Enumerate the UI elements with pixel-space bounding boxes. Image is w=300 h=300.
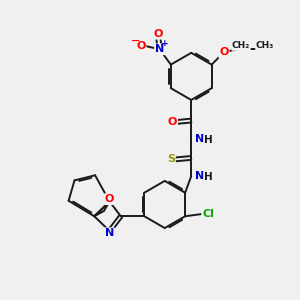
Text: N: N bbox=[195, 171, 204, 181]
Text: +: + bbox=[161, 40, 169, 49]
Text: S: S bbox=[167, 154, 175, 164]
Text: −: − bbox=[131, 35, 140, 46]
Text: N: N bbox=[155, 44, 164, 54]
Text: H: H bbox=[204, 135, 213, 145]
Text: O: O bbox=[154, 29, 163, 39]
Text: N: N bbox=[195, 134, 204, 144]
Text: O: O bbox=[136, 41, 146, 51]
Text: H: H bbox=[204, 172, 213, 182]
Text: O: O bbox=[219, 47, 229, 57]
Text: N: N bbox=[105, 228, 114, 238]
Text: O: O bbox=[105, 194, 114, 204]
Text: O: O bbox=[168, 117, 177, 127]
Text: Cl: Cl bbox=[202, 209, 214, 219]
Text: CH₂: CH₂ bbox=[232, 41, 250, 50]
Text: CH₃: CH₃ bbox=[256, 41, 274, 50]
